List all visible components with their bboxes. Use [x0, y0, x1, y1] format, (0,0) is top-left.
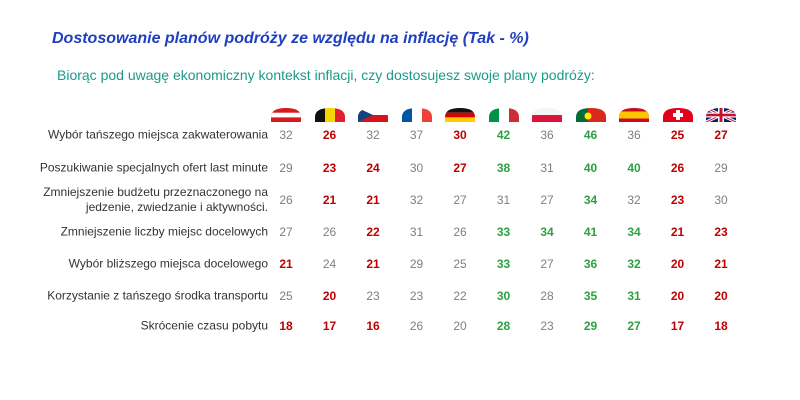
- value-cell: 28: [496, 319, 511, 333]
- value-cell: 18: [714, 319, 728, 333]
- value-cell: 25: [279, 289, 293, 303]
- flag-be: [315, 108, 345, 122]
- row-label: Skrócenie czasu pobytu: [140, 318, 268, 333]
- flag-de: [445, 108, 475, 122]
- value-cell: 27: [279, 225, 293, 239]
- value-cell: 31: [627, 289, 641, 303]
- value-cell: 32: [409, 193, 424, 207]
- value-cell: 21: [670, 225, 685, 239]
- value-cell: 34: [583, 193, 598, 207]
- value-cell: 36: [627, 128, 641, 142]
- value-cell: 21: [366, 193, 380, 207]
- value-cell: 27: [540, 193, 554, 207]
- value-cell: 33: [496, 225, 511, 239]
- row-label: Wybór tańszego miejsca zakwaterowania: [48, 127, 268, 142]
- value-cell: 23: [409, 289, 424, 303]
- value-cell: 31: [409, 225, 424, 239]
- value-cell: 41: [583, 225, 598, 239]
- title: Dostosowanie planów podróży ze względu n…: [52, 30, 529, 47]
- row-label: Zmniejszenie budżetu przeznaczonego na j…: [43, 185, 268, 214]
- row-label: Zmniejszenie liczby miejsc docelowych: [60, 224, 268, 239]
- value-cell: 20: [670, 289, 685, 303]
- value-cell: 23: [366, 289, 380, 303]
- value-cell: 20: [453, 319, 467, 333]
- flag-it: [489, 108, 519, 122]
- value-cell: 37: [409, 128, 424, 142]
- value-cell: 31: [540, 161, 554, 175]
- value-cell: 28: [540, 289, 554, 303]
- value-cell: 30: [714, 193, 728, 207]
- value-cell: 17: [670, 319, 685, 333]
- value-cell: 31: [496, 193, 511, 207]
- value-cell: 32: [627, 257, 641, 271]
- value-cell: 25: [453, 257, 467, 271]
- flag-fr: [402, 108, 432, 122]
- value-cell: 30: [453, 128, 467, 142]
- value-cell: 40: [583, 161, 598, 175]
- subtitle: Biorąc pod uwagę ekonomiczny kontekst in…: [57, 67, 595, 83]
- value-cell: 38: [496, 161, 511, 175]
- flag-es: [619, 108, 649, 122]
- flag-at: [271, 108, 301, 122]
- value-cell: 32: [627, 193, 641, 207]
- value-cell: 21: [322, 193, 337, 207]
- value-cell: 24: [366, 161, 380, 175]
- value-cell: 17: [322, 319, 337, 333]
- value-cell: 34: [540, 225, 554, 239]
- value-cell: 27: [453, 161, 467, 175]
- value-cell: 36: [540, 128, 554, 142]
- value-cell: 30: [409, 161, 424, 175]
- value-cell: 26: [322, 128, 337, 142]
- value-cell: 18: [279, 319, 293, 333]
- value-cell: 29: [409, 257, 424, 271]
- flag-uk: [706, 108, 736, 122]
- value-cell: 40: [627, 161, 641, 175]
- value-cell: 16: [366, 319, 380, 333]
- value-cell: 25: [670, 128, 685, 142]
- value-cell: 20: [714, 289, 728, 303]
- value-cell: 30: [496, 289, 511, 303]
- value-cell: 26: [322, 225, 337, 239]
- value-cell: 20: [670, 257, 685, 271]
- value-cell: 23: [540, 319, 554, 333]
- flags: [271, 108, 736, 122]
- value-cell: 26: [670, 161, 685, 175]
- value-cell: 27: [627, 319, 641, 333]
- value-cell: 26: [453, 225, 467, 239]
- value-cell: 36: [583, 257, 598, 271]
- value-cell: 33: [496, 257, 511, 271]
- row-label: Wybór bliższego miejsca docelowego: [68, 256, 268, 271]
- value-cell: 26: [279, 193, 293, 207]
- value-cell: 27: [453, 193, 467, 207]
- value-cell: 34: [627, 225, 641, 239]
- value-cell: 22: [366, 225, 380, 239]
- value-cell: 26: [409, 319, 424, 333]
- value-cell: 32: [366, 128, 380, 142]
- value-cell: 42: [496, 128, 511, 142]
- value-cell: 29: [714, 161, 728, 175]
- value-cell: 21: [366, 257, 380, 271]
- value-cell: 20: [322, 289, 337, 303]
- flag-pl: [532, 108, 562, 122]
- row-label: Korzystanie z tańszego środka transportu: [47, 288, 268, 303]
- value-cell: 46: [583, 128, 598, 142]
- value-cell: 35: [583, 289, 598, 303]
- value-cell: 23: [322, 161, 337, 175]
- value-cell: 29: [583, 319, 598, 333]
- row-label: Poszukiwanie specjalnych ofert last minu…: [39, 160, 268, 175]
- value-cell: 32: [279, 128, 293, 142]
- value-cell: 27: [540, 257, 554, 271]
- value-cell: 21: [279, 257, 293, 271]
- flag-ch: [663, 108, 693, 122]
- value-cell: 21: [714, 257, 728, 271]
- value-cell: 23: [714, 225, 728, 239]
- flag-cz: [358, 108, 388, 122]
- value-cell: 27: [714, 128, 728, 142]
- flag-pt: [576, 108, 606, 122]
- value-cell: 22: [453, 289, 467, 303]
- value-cell: 24: [322, 257, 337, 271]
- value-cell: 23: [670, 193, 685, 207]
- value-cell: 29: [279, 161, 293, 175]
